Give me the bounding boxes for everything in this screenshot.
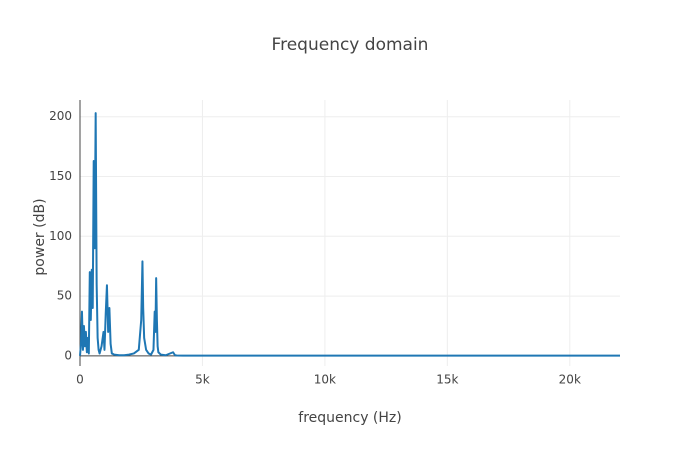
x-tick-label: 0 bbox=[76, 373, 84, 387]
y-tick-label: 50 bbox=[57, 289, 72, 303]
y-tick-label: 150 bbox=[49, 169, 72, 183]
x-tick-label: 5k bbox=[195, 373, 210, 387]
x-axis-title: frequency (Hz) bbox=[298, 410, 401, 426]
x-tick-label: 10k bbox=[314, 373, 336, 387]
y-tick-label: 200 bbox=[49, 109, 72, 123]
x-tick-label: 20k bbox=[559, 373, 581, 387]
x-tick-label: 15k bbox=[436, 373, 458, 387]
data-line bbox=[79, 112, 620, 357]
y-tick-label: 0 bbox=[64, 348, 72, 362]
chart-title: Frequency domain bbox=[272, 35, 429, 55]
y-tick-label: 100 bbox=[49, 229, 72, 243]
y-axis-title: power (dB) bbox=[32, 198, 48, 275]
